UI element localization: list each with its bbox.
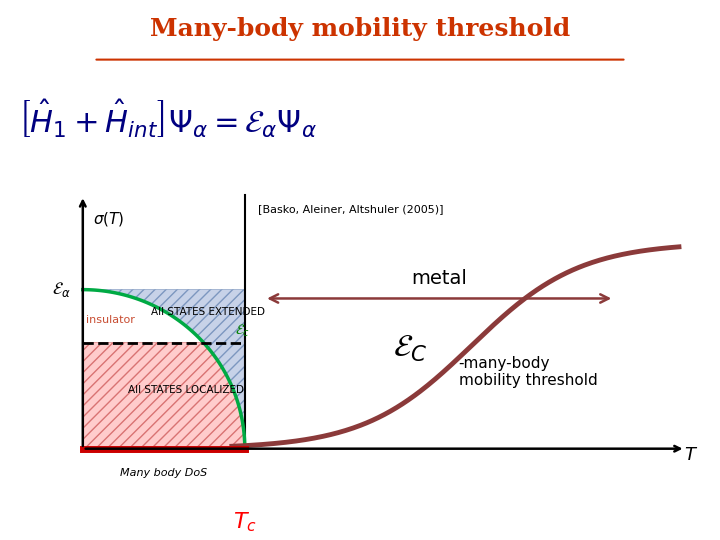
- Text: metal: metal: [411, 269, 467, 288]
- Text: $T_c$: $T_c$: [233, 510, 257, 534]
- Text: $\mathcal{E}_c$: $\mathcal{E}_c$: [235, 322, 250, 339]
- Polygon shape: [83, 289, 245, 449]
- Text: All STATES EXTENDED: All STATES EXTENDED: [151, 307, 265, 317]
- Text: Many body DoS: Many body DoS: [120, 468, 207, 477]
- Text: All STATES LOCALIZED: All STATES LOCALIZED: [128, 385, 244, 395]
- Text: -many-body
mobility threshold: -many-body mobility threshold: [459, 356, 598, 388]
- Text: $\sigma(T)$: $\sigma(T)$: [93, 210, 124, 228]
- Text: Many-body mobility threshold: Many-body mobility threshold: [150, 17, 570, 41]
- Text: $\mathcal{E}_\alpha$: $\mathcal{E}_\alpha$: [52, 280, 71, 299]
- Text: $\left[\hat{H}_1 + \hat{H}_{int}\right] \Psi_\alpha = \mathcal{E}_\alpha \Psi_\a: $\left[\hat{H}_1 + \hat{H}_{int}\right] …: [18, 98, 317, 140]
- Text: [Basko, Aleiner, Altshuler (2005)]: [Basko, Aleiner, Altshuler (2005)]: [258, 204, 444, 214]
- Text: insulator: insulator: [86, 315, 135, 325]
- Text: $\mathcal{E}_C$: $\mathcal{E}_C$: [393, 334, 427, 363]
- Text: $T$: $T$: [683, 447, 698, 464]
- Polygon shape: [83, 343, 245, 449]
